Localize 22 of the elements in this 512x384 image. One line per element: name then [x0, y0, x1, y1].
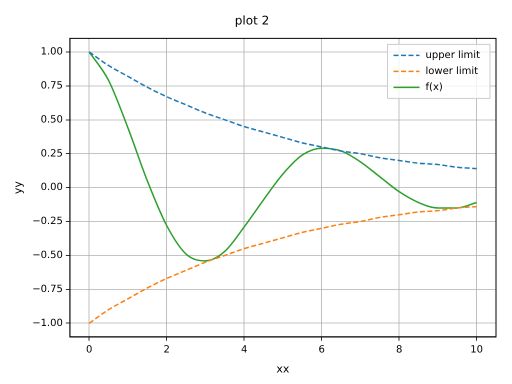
y-tick-label: −1.00: [32, 318, 63, 329]
y-axis-title: yy: [11, 180, 24, 194]
y-tick-label: 0.50: [40, 114, 63, 126]
x-tick-label: 8: [396, 344, 402, 356]
x-tick-label: 6: [318, 344, 325, 356]
y-tick-label: −0.75: [32, 284, 63, 295]
x-tick-label: 2: [164, 344, 170, 356]
x-axis-title: xx: [276, 362, 290, 376]
y-tick-label: −0.25: [32, 216, 63, 228]
line-series: [88, 206, 478, 324]
legend-label: lower limit: [426, 66, 478, 77]
y-tick-label: 0.00: [40, 182, 63, 194]
legend-label: upper limit: [426, 50, 480, 61]
x-tick-label: 10: [470, 344, 483, 356]
x-tick-label: 4: [240, 344, 248, 356]
y-tick-label: 1.00: [40, 46, 63, 58]
chart-title: plot 2: [234, 13, 270, 28]
y-tick-label: 0.25: [40, 148, 63, 160]
legend-label: f(x): [426, 82, 443, 93]
x-tick-label: 0: [86, 344, 92, 356]
y-tick-label: −0.50: [32, 250, 63, 262]
y-tick-label: 0.75: [40, 80, 63, 92]
